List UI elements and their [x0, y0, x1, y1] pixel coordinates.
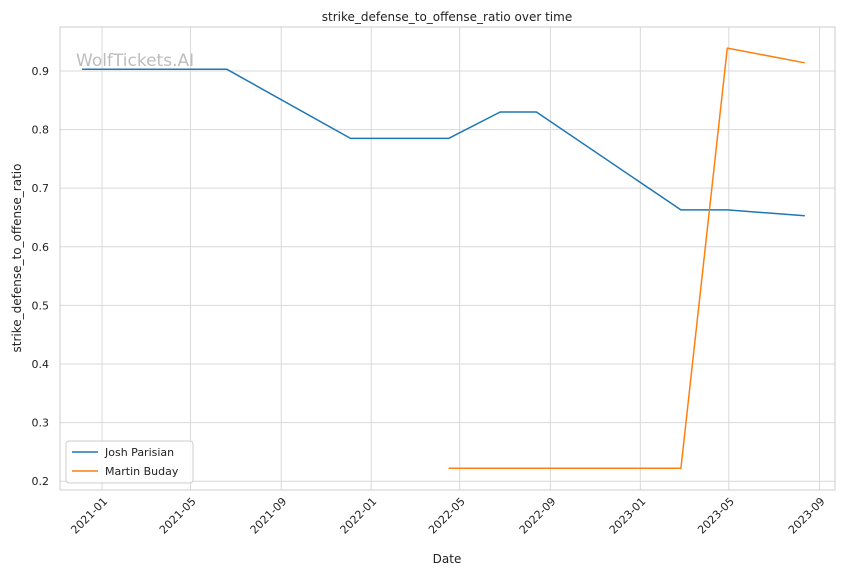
y-tick-labels: 0.2 0.3 0.4 0.5 0.6 0.7 0.8 0.9 [32, 65, 50, 488]
legend: Josh Parisian Martin Buday [65, 440, 194, 484]
y-tick-label: 0.6 [32, 241, 50, 254]
data-point [225, 67, 229, 71]
data-point [803, 214, 807, 218]
data-point [447, 466, 451, 470]
series-line [82, 68, 805, 217]
watermark: WolfTickets.AI [76, 51, 194, 71]
y-axis-title: strike_defense_to_offense_ratio [10, 164, 24, 353]
x-tick-label: 2021-09 [248, 495, 290, 537]
data-point [679, 466, 683, 470]
y-tick-label: 0.3 [32, 417, 50, 430]
x-tick-label: 2022-01 [338, 495, 380, 537]
series-line [448, 47, 805, 470]
x-tick-label: 2022-05 [426, 495, 468, 537]
legend-label: Martin Buday [105, 465, 179, 478]
data-point [725, 208, 729, 212]
data-point [679, 208, 683, 212]
data-point [534, 110, 538, 114]
grid [60, 27, 835, 490]
series-layer [82, 46, 807, 470]
y-tick-label: 0.8 [32, 124, 50, 137]
x-tick-label: 2023-09 [786, 495, 828, 537]
y-tick-label: 0.9 [32, 65, 50, 78]
x-tick-label: 2022-09 [517, 495, 559, 537]
series-0 [82, 67, 807, 218]
plot-area [59, 26, 836, 491]
x-tick-label: 2021-01 [68, 495, 110, 537]
data-point [447, 136, 451, 140]
chart-title: strike_defense_to_offense_ratio over tim… [322, 10, 572, 24]
x-tick-label: 2023-01 [607, 495, 649, 537]
series-1 [447, 46, 807, 470]
data-point [498, 110, 502, 114]
y-tick-label: 0.2 [32, 475, 50, 488]
data-point [803, 61, 807, 65]
x-tick-label: 2021-05 [157, 495, 199, 537]
data-point [349, 136, 353, 140]
x-axis-title: Date [433, 552, 462, 566]
legend-label: Josh Parisian [104, 446, 174, 459]
y-tick-label: 0.4 [32, 358, 50, 371]
data-point [725, 46, 729, 50]
y-tick-label: 0.5 [32, 299, 50, 312]
y-tick-label: 0.7 [32, 182, 50, 195]
x-tick-labels: 2021-01 2021-05 2021-09 2022-01 2022-05 2022-… [68, 495, 827, 537]
x-tick-label: 2023-05 [695, 495, 737, 537]
